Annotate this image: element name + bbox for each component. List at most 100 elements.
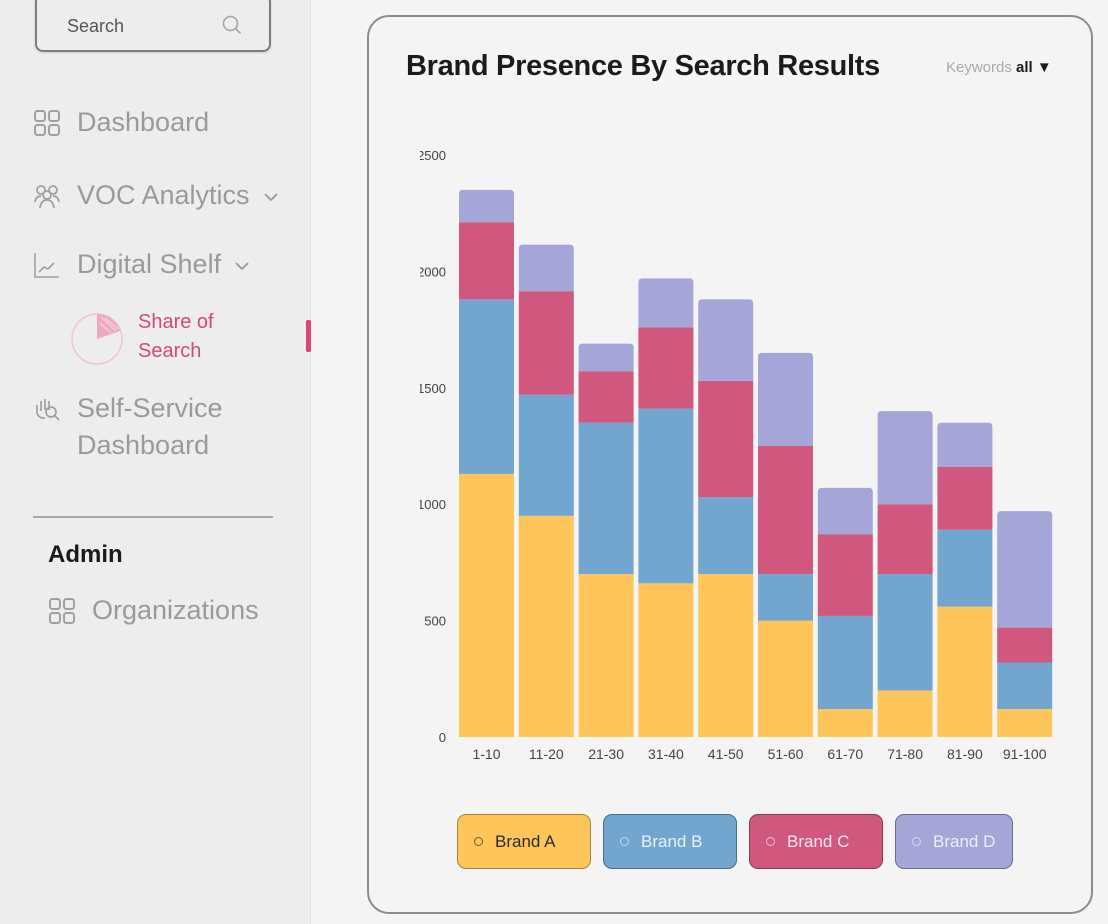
caret-down-icon[interactable]: ▼ — [1036, 59, 1052, 76]
bar-segment-brand-c — [997, 627, 1053, 663]
x-tick-label: 71-80 — [887, 746, 923, 762]
sidebar: Dashboard VOC Analytics Digital Shelf — [0, 0, 311, 924]
users-icon — [34, 185, 60, 209]
bar-segment-brand-c — [758, 446, 813, 575]
legend-label: Brand B — [641, 831, 703, 851]
y-tick-label: 2500 — [420, 148, 446, 163]
active-indicator — [306, 320, 311, 352]
circle-icon — [474, 837, 483, 846]
stacked-bar-chart: 0 500 1000 1500 2000 2500 1-10 11-20 21-30 31-40 4… — [420, 148, 1053, 762]
y-tick-label: 1000 — [420, 497, 446, 512]
keywords-filter[interactable]: Keywords all ▼ — [946, 59, 1052, 76]
legend-label: Brand D — [933, 831, 996, 851]
x-tick-label: 41-50 — [708, 746, 744, 762]
x-tick-label: 1-10 — [472, 746, 500, 762]
bar-segment-brand-b — [877, 574, 933, 691]
bar-segment-brand-a — [758, 620, 813, 737]
legend-label: Brand C — [787, 831, 850, 851]
bar-segment-brand-b — [638, 408, 694, 584]
admin-section-title: Admin — [48, 541, 123, 568]
y-tick-label: 1500 — [420, 381, 446, 396]
line-chart-icon — [34, 253, 59, 278]
bar-segment-brand-a — [817, 709, 873, 737]
bar-segment-brand-b — [937, 529, 993, 607]
chart-title: Brand Presence By Search Results — [406, 50, 880, 82]
bar-segment-brand-a — [937, 606, 993, 737]
legend-item-brand-c[interactable]: Brand C — [749, 814, 883, 869]
y-tick-label: 500 — [424, 614, 446, 629]
grid-icon — [34, 110, 60, 136]
bar-segment-brand-a — [698, 574, 754, 737]
sidebar-item-organizations[interactable]: Organizations — [48, 592, 259, 629]
bar-segment-brand-d — [817, 487, 873, 535]
sidebar-item-label-line2: Dashboard — [77, 430, 210, 460]
sidebar-subitem-share-of-search[interactable]: Share of Search — [70, 308, 214, 366]
bar-segment-brand-c — [937, 466, 993, 530]
circle-icon — [620, 837, 629, 846]
bar-segment-brand-d — [997, 511, 1053, 628]
bar-segment-brand-b — [698, 497, 754, 575]
bar-segment-brand-c — [459, 222, 514, 300]
search-input[interactable] — [65, 10, 209, 42]
sidebar-item-dashboard[interactable]: Dashboard — [33, 104, 209, 141]
bar-segment-brand-d — [578, 343, 634, 372]
sidebar-item-label: Dashboard — [77, 107, 210, 137]
bar-segment-brand-c — [817, 534, 873, 616]
bar-segment-brand-b — [459, 299, 514, 474]
bar-segment-brand-d — [698, 299, 754, 381]
bar-segment-brand-b — [817, 615, 873, 710]
sidebar-subitem-label-line2: Search — [138, 340, 202, 362]
legend-item-brand-a[interactable]: Brand A — [457, 814, 591, 869]
bar-segment-brand-c — [877, 504, 933, 575]
search-box[interactable] — [35, 0, 271, 52]
search-icon[interactable] — [221, 14, 243, 36]
x-tick-label: 21-30 — [588, 746, 624, 762]
bar-segment-brand-c — [698, 380, 754, 498]
legend-item-brand-d[interactable]: Brand D — [895, 814, 1013, 869]
bar-segment-brand-a — [578, 574, 634, 737]
bar-segment-brand-b — [997, 662, 1053, 710]
x-tick-label: 91-100 — [1003, 746, 1047, 762]
bar-segment-brand-a — [877, 690, 933, 737]
bar-segment-brand-b — [758, 574, 813, 621]
sidebar-item-voc-analytics[interactable]: VOC Analytics — [33, 177, 280, 214]
keywords-filter-label: Keywords — [946, 59, 1012, 76]
sidebar-item-label-line1: Self-Service — [77, 393, 223, 423]
legend-label: Brand A — [495, 831, 556, 851]
sidebar-item-digital-shelf[interactable]: Digital Shelf — [33, 246, 251, 283]
x-tick-label: 61-70 — [827, 746, 863, 762]
bar-segment-brand-c — [518, 291, 574, 395]
sidebar-item-label: Organizations — [92, 595, 259, 625]
circle-icon — [766, 837, 775, 846]
bar-segment-brand-c — [638, 327, 694, 409]
bar-segment-brand-d — [459, 189, 514, 223]
x-tick-label: 31-40 — [648, 746, 684, 762]
bar-segment-brand-c — [578, 371, 634, 423]
circle-icon — [912, 837, 921, 846]
keywords-filter-value: all — [1016, 59, 1033, 76]
bar-segment-brand-a — [638, 583, 694, 737]
chart-legend: Brand A Brand B Brand C Brand D — [457, 814, 1013, 869]
bar-segment-brand-d — [518, 244, 574, 292]
hand-search-icon — [36, 399, 60, 421]
bar-segment-brand-a — [997, 709, 1053, 737]
chevron-down-icon[interactable] — [233, 257, 251, 275]
bar-segment-brand-d — [758, 352, 813, 446]
x-tick-label: 81-90 — [947, 746, 983, 762]
chevron-down-icon[interactable] — [262, 188, 280, 206]
bar-segment-brand-a — [459, 473, 514, 737]
sidebar-item-label: VOC Analytics — [77, 180, 250, 210]
bar-segment-brand-d — [638, 278, 694, 328]
bar-segment-brand-b — [518, 394, 574, 516]
sidebar-subitem-label-line1: Share of — [138, 311, 214, 333]
legend-item-brand-b[interactable]: Brand B — [603, 814, 737, 869]
y-tick-label: 2000 — [420, 264, 446, 279]
x-tick-label: 11-20 — [529, 746, 564, 762]
bar-segment-brand-b — [578, 422, 634, 575]
bar-segment-brand-a — [518, 515, 574, 737]
x-tick-label: 51-60 — [768, 746, 804, 762]
bar-segment-brand-d — [877, 411, 933, 505]
sidebar-divider — [33, 516, 273, 518]
y-tick-label: 0 — [439, 730, 446, 745]
sidebar-item-self-service-dashboard[interactable]: Self-Service Dashboard — [33, 390, 223, 464]
